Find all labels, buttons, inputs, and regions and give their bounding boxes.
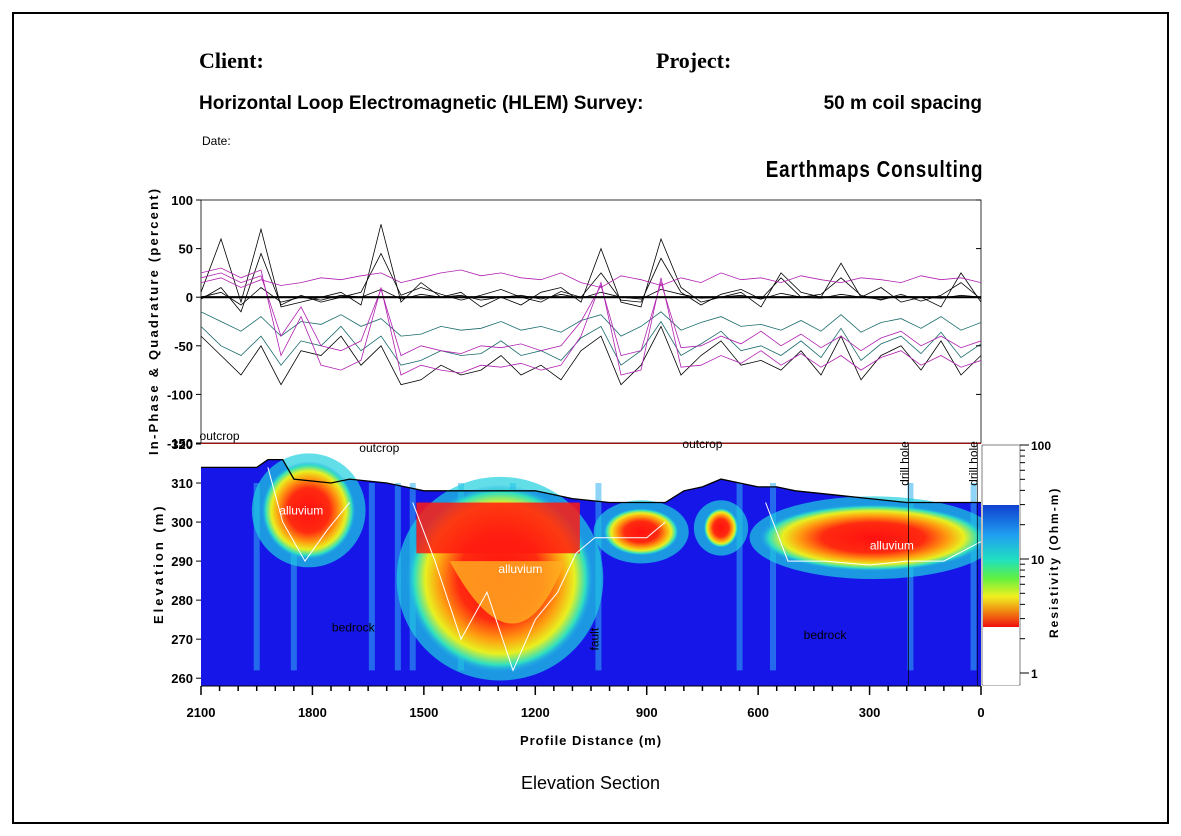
- top-y-tick-label: 50: [179, 242, 193, 257]
- colorbar-lower: [983, 627, 1019, 685]
- streak-12: [970, 483, 977, 671]
- annotation-1: outcrop: [200, 429, 240, 443]
- profile-line-4: [201, 325, 981, 386]
- streak-10: [770, 483, 776, 671]
- top-y-axis-label: In-Phase & Quadrature (percent): [146, 187, 161, 455]
- x-tick-label: 300: [859, 705, 881, 720]
- annotation-10: drill hole: [966, 441, 980, 486]
- top-plot-frame: [200, 199, 982, 444]
- y-tick-label: 300: [171, 515, 193, 530]
- x-tick-label: 0: [977, 705, 984, 720]
- annotation-6: alluvium: [870, 538, 914, 552]
- top-y-tick-label: 100: [171, 193, 193, 208]
- client-label: Client:: [199, 48, 264, 73]
- top-y-tick-label: 0: [186, 290, 193, 305]
- annotation-5: alluvium: [498, 562, 542, 576]
- colorbar-label: Resistivity (Ohm-m): [1047, 487, 1061, 638]
- section-body: [201, 453, 981, 686]
- x-axis-label: Profile Distance (m): [520, 733, 662, 748]
- annotation-7: bedrock: [332, 620, 376, 634]
- y-tick-label: 310: [171, 476, 193, 491]
- colorbar-tick-label: 1: [1031, 667, 1038, 681]
- annotation-4: alluvium: [279, 503, 323, 517]
- survey-title: Horizontal Loop Electromagnetic (HLEM) S…: [199, 93, 644, 114]
- zone-1: [261, 461, 356, 560]
- top-series-group: [201, 224, 981, 386]
- annotation-8: bedrock: [804, 628, 848, 642]
- profile-line-7: [201, 267, 981, 376]
- top-y-tick-label: -50: [174, 339, 193, 354]
- boundary-line-3: [765, 502, 981, 566]
- x-tick-label: 1200: [521, 705, 550, 720]
- coil-spacing: 50 m coil spacing: [823, 93, 982, 114]
- annotation-11: fault: [587, 627, 601, 650]
- boundary-line-2: [412, 502, 666, 672]
- alluvium-deep: [449, 561, 565, 624]
- streak-9: [736, 483, 743, 671]
- alluvium-core: [416, 502, 580, 554]
- top-y-tick-label: -150: [167, 436, 193, 451]
- project-label: Project:: [656, 48, 732, 73]
- streak-2: [290, 483, 297, 671]
- y-tick-label: 270: [171, 632, 193, 647]
- zone-5: [759, 504, 981, 571]
- top-y-tick-label: -100: [167, 387, 193, 402]
- profile-line-6: [201, 311, 981, 337]
- x-tick-label: 600: [747, 705, 769, 720]
- zone-4: [703, 508, 739, 548]
- figure-caption: Elevation Section: [520, 773, 661, 793]
- profile-line-9: [201, 269, 981, 288]
- colorbar-tick-label: 10: [1031, 553, 1045, 567]
- annotation-3: outcrop: [682, 437, 722, 451]
- date-label: Date:: [202, 134, 231, 148]
- zone-3: [603, 508, 679, 556]
- y-tick-label: 290: [171, 554, 193, 569]
- y-tick-label: 320: [171, 437, 193, 452]
- y-tick-label: 280: [171, 593, 193, 608]
- x-tick-label: 2100: [187, 705, 216, 720]
- annotation-2: outcrop: [359, 441, 399, 455]
- company-name: Earthmaps Consulting: [765, 156, 983, 182]
- y-tick-label: 260: [171, 671, 193, 686]
- colorbar-scale: [983, 505, 1019, 627]
- streak-3: [368, 483, 375, 671]
- x-tick-label: 1500: [409, 705, 438, 720]
- y-axis-label: Elevation (m): [151, 503, 166, 624]
- topography-line: [201, 458, 981, 504]
- streak-1: [253, 483, 260, 671]
- profile-line-8: [201, 272, 981, 357]
- boundary-line-1: [267, 467, 350, 563]
- profile-line-5: [201, 320, 981, 366]
- colorbar-tick-label: 100: [1031, 439, 1051, 453]
- x-tick-label: 1800: [298, 705, 327, 720]
- annotation-9: drill hole: [898, 441, 912, 486]
- x-tick-label: 900: [636, 705, 658, 720]
- page-frame: [12, 12, 1169, 824]
- inphase-quadrature-plot: 100 50 0 -50 -100 -150 In-Phase & Quadrature (…: [146, 187, 982, 455]
- elevation-section-plot: outcrop outcrop outcrop alluvium alluvium all…: [151, 429, 1061, 748]
